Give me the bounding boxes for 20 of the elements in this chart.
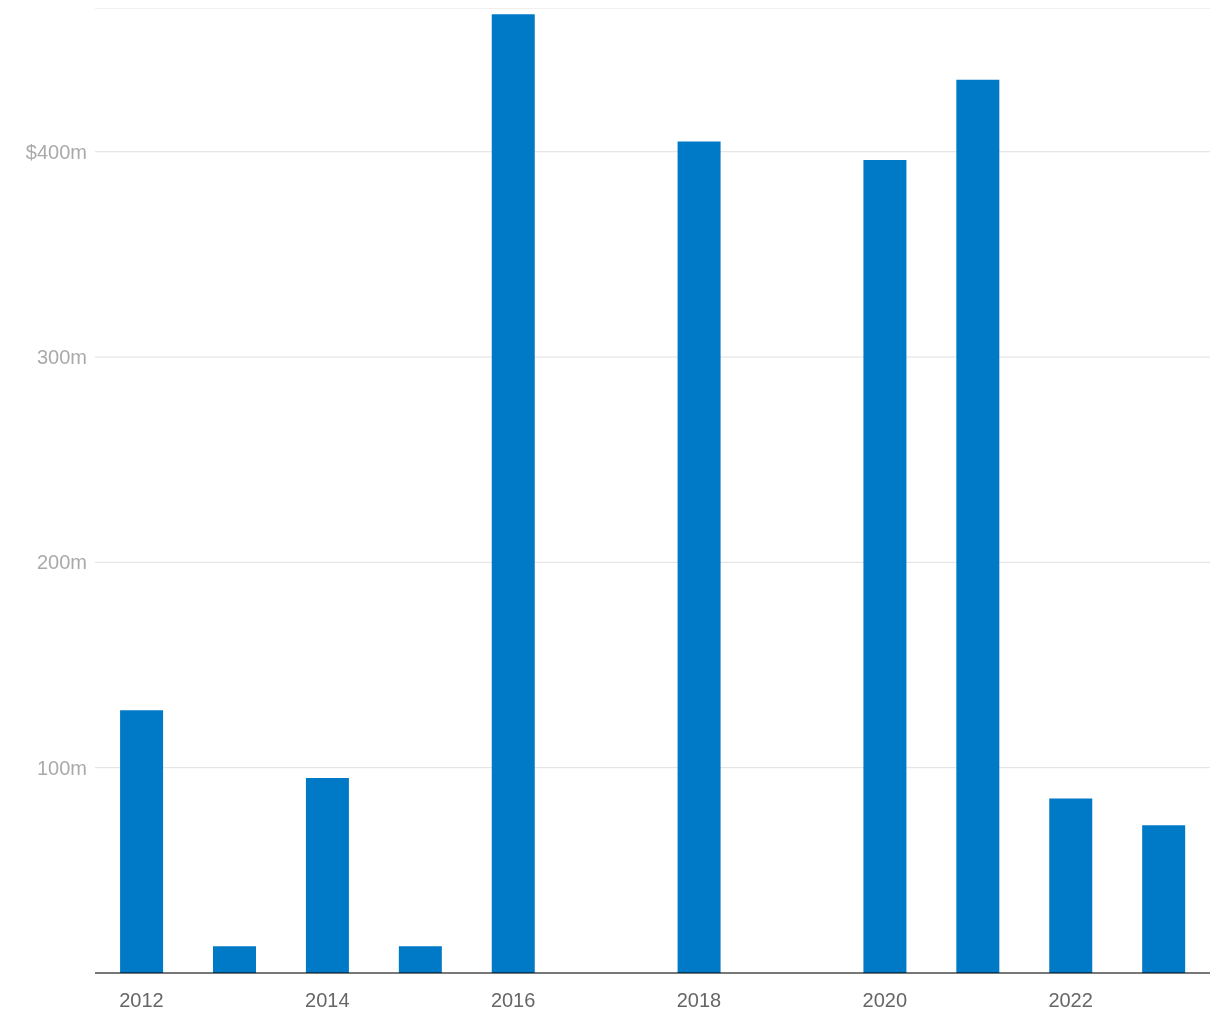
x-tick-label: 2012 xyxy=(119,989,164,1012)
bar xyxy=(398,946,442,973)
bar xyxy=(1142,825,1186,973)
bar xyxy=(677,141,721,973)
y-tick-label: 100m xyxy=(36,756,87,779)
x-tick-label: 2022 xyxy=(1048,989,1093,1012)
x-tick-label: 2014 xyxy=(305,989,350,1012)
x-tick-label: 2016 xyxy=(490,989,536,1012)
bar xyxy=(305,777,349,973)
bar xyxy=(213,946,256,973)
y-tick-label: $400m xyxy=(25,140,87,163)
x-tick-label: 2020 xyxy=(862,989,908,1012)
y-tick-label: 300m xyxy=(36,346,87,369)
bar xyxy=(1049,798,1093,973)
bar xyxy=(491,14,535,973)
x-tick-label: 2018 xyxy=(676,989,722,1012)
bar xyxy=(956,79,1000,973)
bar xyxy=(863,159,907,973)
bar xyxy=(120,710,164,973)
y-tick-label: 200m xyxy=(36,551,87,574)
